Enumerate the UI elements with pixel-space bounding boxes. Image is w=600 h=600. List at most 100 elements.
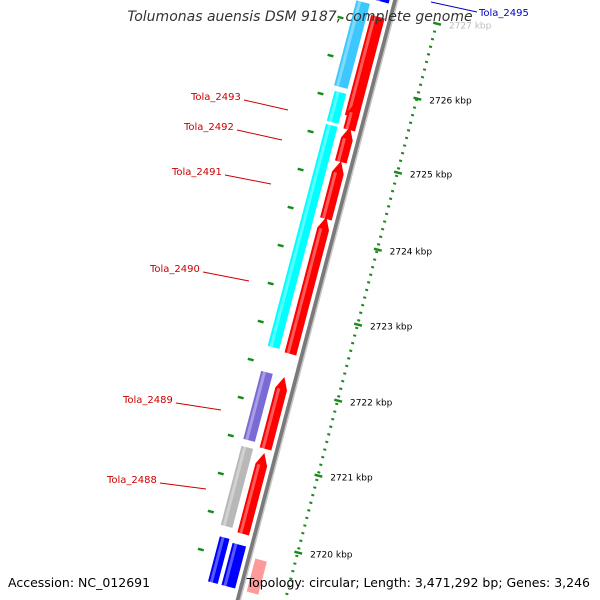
inner-scale-tick	[337, 15, 344, 20]
scale-minor-tick	[327, 433, 331, 436]
scale-minor-tick	[307, 509, 311, 512]
backbone-highlight	[239, 0, 399, 600]
gene-label-leader	[430, 1, 478, 13]
gene-tola-2489	[259, 377, 287, 451]
scale-minor-tick	[317, 471, 321, 474]
cog-2492-shine	[316, 124, 331, 168]
scale-minor-tick	[424, 60, 429, 64]
gene-tola-2495-like-shine	[223, 543, 238, 587]
scale-minor-tick	[343, 372, 347, 375]
scale-minor-tick	[305, 516, 309, 520]
inner-scale-tick	[317, 91, 324, 96]
inner-scale-tick	[287, 205, 294, 210]
scale-minor-tick	[325, 440, 329, 444]
gene-tola-2490-body	[284, 217, 329, 356]
scale-minor-tick	[428, 45, 433, 49]
topology-label: Topology:	[246, 575, 306, 590]
gene-block-top-body	[344, 14, 385, 119]
inner-scale-tick	[217, 471, 224, 476]
gene-tola-2488	[237, 453, 268, 536]
gene-tola-2492-shine	[337, 137, 346, 162]
gene-label: Tola_2493	[190, 92, 241, 103]
inner-scale-tick	[297, 167, 304, 172]
gene-tola-2491-shine	[322, 171, 337, 219]
gene-tola-2493-body	[343, 101, 360, 132]
scale-minor-tick	[392, 182, 397, 185]
backbone-line	[235, 0, 399, 600]
map-title: Tolumonas auensis DSM 9187, complete gen…	[127, 9, 473, 25]
gene-label-leader	[236, 129, 283, 141]
scale-minor-tick	[402, 144, 407, 147]
scale-minor-tick	[337, 395, 341, 398]
cog-2488-body	[220, 445, 254, 528]
cog-2493-shine	[328, 91, 340, 123]
accession-label: Accession:	[8, 575, 75, 590]
scale-minor-tick	[398, 159, 403, 163]
scale-minor-tick	[426, 53, 431, 56]
gene-block-top-shine	[346, 15, 376, 117]
scale-minor-tick	[374, 250, 379, 254]
scale-minor-tick	[370, 265, 375, 269]
scale-tick-label: 2724 kbp	[390, 248, 433, 258]
gene-tola-2495-like	[221, 542, 247, 589]
length-label: Length:	[363, 575, 411, 590]
scale-minor-tick	[313, 486, 317, 489]
scale-minor-tick	[408, 121, 413, 125]
scale-track: 2720 kbp 2721 kbp 2722 kbp 2723 kbp 2724 kbp…	[197, 15, 492, 596]
scale-minor-tick	[414, 98, 419, 102]
gene-tola-2488-body	[237, 453, 268, 536]
scale-minor-tick	[345, 364, 349, 368]
scale-minor-tick	[299, 539, 303, 543]
scale-tick-label: 2722 kbp	[350, 399, 393, 409]
scale-minor-tick	[309, 501, 313, 505]
scale-minor-tick	[412, 106, 417, 109]
scale-minor-tick	[335, 402, 339, 406]
scale-minor-tick	[396, 167, 401, 170]
scale-minor-tick	[404, 136, 409, 140]
scale-minor-tick	[362, 296, 367, 299]
gene-label-leader	[175, 402, 222, 411]
scale-minor-tick	[315, 478, 319, 482]
scale-major-tick	[353, 322, 363, 327]
cog-top	[334, 0, 370, 89]
genome-summary: Topology: circular; Length: 3,471,292 bp…	[246, 575, 590, 590]
gene-labels: Tola_2488 Tola_2489 Tola_2490 Tola_2491 Tola…	[106, 1, 529, 490]
accession-value: NC_012691	[78, 575, 151, 590]
gene-block-top	[344, 14, 385, 119]
gene-label-leader	[202, 271, 250, 282]
cog-2491-2490-body	[267, 165, 327, 349]
scale-tick-label: 2723 kbp	[370, 323, 413, 333]
gene-tola-2489-shine	[261, 387, 281, 449]
cog-2489	[243, 370, 273, 442]
cog-top-shine	[336, 0, 362, 87]
scale-minor-tick	[319, 463, 323, 467]
scale-minor-tick	[364, 288, 369, 292]
scale-major-tick	[373, 247, 382, 252]
scale-minor-tick	[406, 129, 411, 132]
cog-2492	[315, 123, 338, 169]
gene-pink-bottom-body	[246, 558, 267, 595]
scale-minor-tick	[378, 235, 383, 239]
gene-label-leader	[243, 99, 289, 111]
gene-tola-2491	[320, 161, 344, 221]
gene-tola-2492-body	[335, 127, 353, 164]
scale-minor-tick	[321, 455, 325, 459]
inner-scale-tick	[227, 433, 234, 438]
scale-major-tick	[432, 21, 442, 26]
scale-minor-tick	[333, 410, 337, 413]
gene-tola-2490	[284, 217, 329, 356]
gene-pink-bottom	[246, 558, 272, 596]
scale-minor-tick	[360, 303, 365, 307]
inner-scale-tick	[247, 357, 254, 362]
scale-minor-tick	[349, 349, 353, 353]
scale-minor-tick	[341, 379, 345, 383]
accession-info: Accession: NC_012691	[8, 575, 150, 590]
cog-top-body	[334, 0, 370, 89]
scale-minor-tick	[354, 326, 359, 330]
gene-blue-top-body	[375, 0, 390, 4]
scale-minor-tick	[380, 227, 385, 231]
cog-2491-2490	[267, 165, 327, 349]
inner-scale-tick	[257, 319, 264, 324]
